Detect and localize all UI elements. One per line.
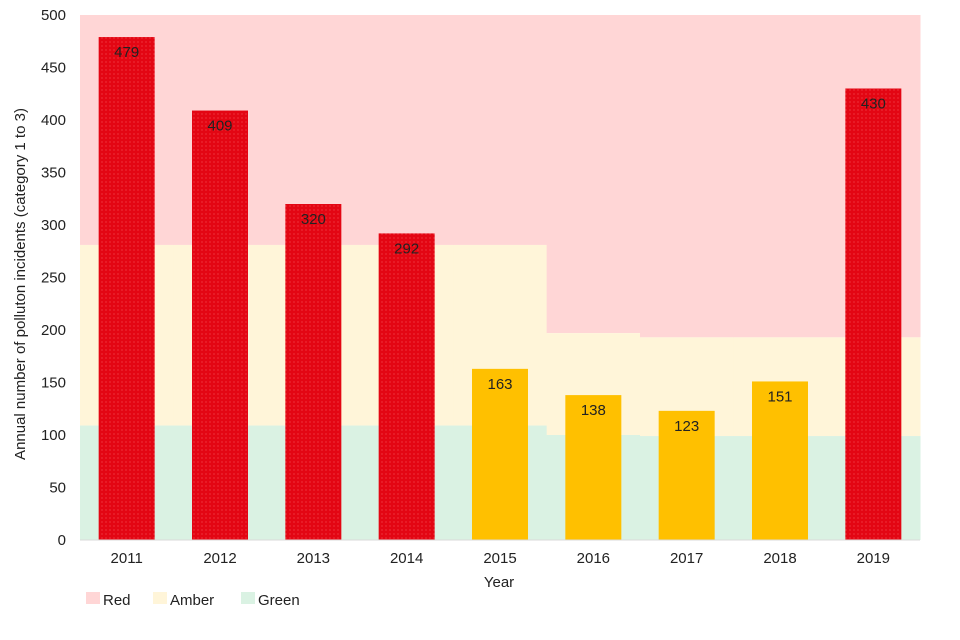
legend-swatch-green [241, 592, 255, 604]
legend-label-green: Green [258, 592, 300, 609]
band-red-2014 [360, 15, 454, 245]
y-tick-400: 400 [41, 112, 66, 129]
x-tick-2018: 2018 [763, 550, 796, 567]
x-tick-2014: 2014 [390, 550, 423, 567]
legend: Red Amber Green [86, 592, 300, 609]
legend-swatch-amber [153, 592, 167, 604]
bar-2018 [752, 381, 808, 540]
band-red-2017 [640, 15, 734, 338]
legend-label-red: Red [103, 592, 131, 609]
bar-series: 479 409 320 292 163 138 123 151 430 [98, 37, 902, 541]
y-tick-500: 500 [41, 7, 66, 24]
y-tick-200: 200 [41, 322, 66, 339]
y-tick-0: 0 [58, 532, 66, 549]
x-tick-2012: 2012 [203, 550, 236, 567]
bar-2016 [565, 395, 622, 540]
x-axis-title: Year [484, 574, 514, 591]
y-tick-350: 350 [41, 165, 66, 182]
bar-2017 [658, 410, 715, 540]
x-tick-2015: 2015 [483, 550, 516, 567]
x-axis: 2011 2012 2013 2014 2015 2016 2017 2018 2019 [111, 550, 890, 567]
y-tick-250: 250 [41, 270, 66, 287]
legend-swatch-red [86, 592, 100, 604]
bar-2015 [472, 368, 528, 540]
data-label-2019: 430 [861, 96, 886, 113]
y-axis-title: Annual number of polluton incidents (cat… [12, 108, 29, 460]
data-label-2017: 123 [674, 418, 699, 435]
data-label-2014: 292 [394, 240, 419, 257]
data-label-2013: 320 [301, 211, 326, 228]
data-label-2015: 163 [487, 376, 512, 393]
data-label-2012: 409 [207, 118, 232, 135]
band-red-2018 [733, 15, 828, 338]
data-label-2018: 151 [767, 388, 792, 405]
y-tick-100: 100 [41, 427, 66, 444]
band-red-2016 [546, 15, 641, 334]
bar-texture-2019 [845, 88, 902, 540]
y-tick-150: 150 [41, 375, 66, 392]
bar-texture-2013 [285, 204, 342, 540]
bar-texture-2012 [192, 110, 248, 541]
x-tick-2011: 2011 [111, 550, 143, 567]
data-label-2011: 479 [114, 44, 139, 61]
data-label-2016: 138 [581, 402, 606, 419]
bar-texture-2014 [378, 233, 435, 540]
y-tick-50: 50 [49, 480, 66, 497]
band-red-2015 [453, 15, 548, 245]
x-tick-2017: 2017 [670, 550, 703, 567]
x-tick-2016: 2016 [577, 550, 610, 567]
y-tick-300: 300 [41, 217, 66, 234]
bar-texture-2011 [98, 37, 155, 541]
legend-label-amber: Amber [170, 592, 214, 609]
x-tick-2019: 2019 [857, 550, 890, 567]
y-tick-450: 450 [41, 60, 66, 77]
y-axis: 0 50 100 150 200 250 300 350 400 450 500 [41, 7, 66, 549]
x-tick-2013: 2013 [297, 550, 330, 567]
